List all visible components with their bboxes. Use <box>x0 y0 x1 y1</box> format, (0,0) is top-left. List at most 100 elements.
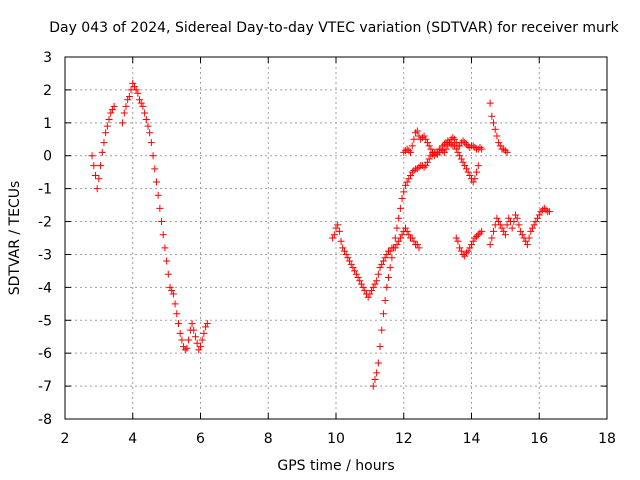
data-point <box>164 270 172 278</box>
y-tick-label: -5 <box>38 313 52 329</box>
data-point <box>98 148 106 156</box>
data-point <box>510 218 518 226</box>
data-point <box>130 83 138 91</box>
data-point <box>454 148 462 156</box>
data-point <box>125 92 133 100</box>
data-point <box>528 224 536 232</box>
data-point <box>462 140 470 148</box>
data-point <box>332 224 340 232</box>
data-point <box>427 145 435 153</box>
data-point <box>329 234 337 242</box>
data-point <box>474 162 482 170</box>
data-point <box>462 249 470 257</box>
data-point <box>373 369 381 377</box>
data-point <box>378 326 386 334</box>
data-point <box>337 237 345 245</box>
data-point <box>393 224 401 232</box>
x-tick-labels: 2 4 6 8 10 12 14 16 18 <box>61 431 616 447</box>
y-tick-label: -2 <box>38 215 52 231</box>
data-point <box>449 134 457 142</box>
data-point <box>398 195 406 203</box>
data-point <box>366 290 374 298</box>
data-point <box>378 260 386 268</box>
data-point <box>501 147 509 155</box>
x-tick-label: 6 <box>196 431 205 447</box>
data-point <box>181 346 189 354</box>
data-point <box>376 264 384 272</box>
data-point <box>166 283 174 291</box>
data-point <box>405 147 413 155</box>
x-tick-label: 12 <box>395 431 413 447</box>
data-point <box>493 214 501 222</box>
y-tick-label: -1 <box>38 182 52 198</box>
data-point <box>188 320 196 328</box>
y-tick-label: -7 <box>38 379 52 395</box>
data-point <box>171 300 179 308</box>
data-point <box>545 208 553 216</box>
series-segment-d <box>400 127 486 160</box>
data-point <box>379 310 387 318</box>
data-point <box>381 254 389 262</box>
data-point <box>185 336 193 344</box>
data-point <box>390 244 398 252</box>
data-point <box>195 346 203 354</box>
chart-title: Day 043 of 2024, Sidereal Day-to-day VTE… <box>49 20 619 36</box>
data-point <box>401 224 409 232</box>
data-point <box>381 297 389 305</box>
data-point <box>163 257 171 265</box>
data-point <box>532 218 540 226</box>
data-point <box>403 178 411 186</box>
data-point <box>361 287 369 295</box>
data-point <box>445 139 453 147</box>
data-point <box>349 264 357 272</box>
data-point <box>457 247 465 255</box>
data-point <box>522 237 530 245</box>
data-point <box>423 139 431 147</box>
data-point <box>161 244 169 252</box>
data-point <box>400 188 408 196</box>
data-point <box>459 158 467 166</box>
x-axis-label: GPS time / hours <box>277 458 394 474</box>
data-point <box>444 142 452 150</box>
data-point <box>174 320 182 328</box>
data-point <box>190 326 198 334</box>
data-point <box>518 231 526 239</box>
data-point <box>491 125 499 133</box>
data-point <box>139 102 147 110</box>
data-point <box>486 99 494 107</box>
data-point <box>501 231 509 239</box>
data-point <box>386 264 394 272</box>
data-point <box>342 250 350 258</box>
data-point <box>136 96 144 104</box>
data-point <box>459 137 467 145</box>
data-point <box>410 237 418 245</box>
data-point <box>371 280 379 288</box>
data-point <box>339 244 347 252</box>
data-point <box>457 155 465 163</box>
data-points <box>88 79 553 390</box>
data-point <box>156 204 164 212</box>
series-segment-g <box>486 204 553 249</box>
data-point <box>466 171 474 179</box>
data-point <box>461 252 469 260</box>
data-point <box>500 145 508 153</box>
data-point <box>122 102 130 110</box>
data-point <box>154 191 162 199</box>
data-point <box>422 135 430 143</box>
x-tick-label: 16 <box>530 431 548 447</box>
data-point <box>383 250 391 258</box>
data-point <box>391 234 399 242</box>
series-segment-e <box>452 227 486 260</box>
data-point <box>464 247 472 255</box>
data-point <box>144 122 152 130</box>
data-point <box>440 148 448 156</box>
data-point <box>152 178 160 186</box>
data-point <box>490 227 498 235</box>
data-point <box>408 168 416 176</box>
data-point <box>374 270 382 278</box>
data-point <box>364 293 372 301</box>
data-point <box>340 247 348 255</box>
data-point <box>374 359 382 367</box>
data-point <box>168 287 176 295</box>
